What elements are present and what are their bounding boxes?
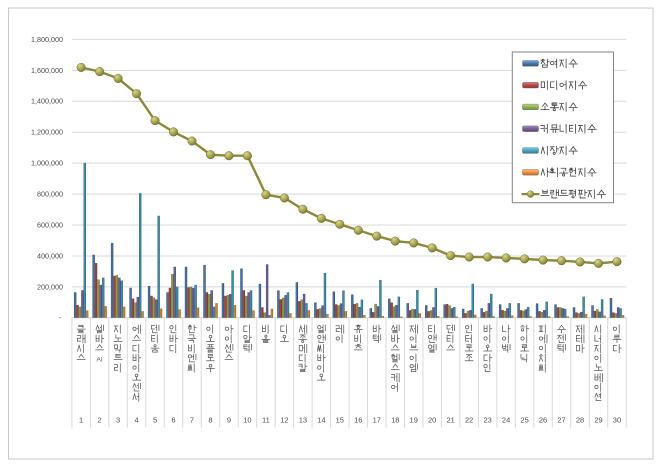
svg-text:30: 30: [613, 416, 621, 425]
svg-text:23: 23: [483, 416, 491, 425]
svg-text:17: 17: [373, 416, 381, 425]
svg-text:1,800,000: 1,800,000: [31, 35, 63, 44]
svg-text:1: 1: [79, 416, 83, 425]
svg-text:28: 28: [576, 416, 584, 425]
svg-text:10: 10: [243, 416, 251, 425]
svg-text:1,200,000: 1,200,000: [31, 128, 63, 137]
svg-text:8: 8: [208, 416, 212, 425]
svg-text:-: -: [59, 313, 62, 322]
svg-text:27: 27: [557, 416, 565, 425]
svg-text:1,600,000: 1,600,000: [31, 66, 63, 75]
svg-text:15: 15: [336, 416, 344, 425]
svg-text:14: 14: [317, 416, 325, 425]
svg-text:11: 11: [262, 416, 270, 425]
svg-text:26: 26: [539, 416, 547, 425]
svg-text:200,000: 200,000: [37, 282, 63, 291]
svg-text:25: 25: [520, 416, 528, 425]
svg-text:600,000: 600,000: [37, 220, 63, 229]
svg-text:20: 20: [428, 416, 436, 425]
svg-text:13: 13: [299, 416, 307, 425]
svg-text:7: 7: [190, 416, 194, 425]
svg-text:12: 12: [280, 416, 288, 425]
svg-text:1,400,000: 1,400,000: [31, 97, 63, 106]
svg-text:19: 19: [410, 416, 418, 425]
svg-text:3: 3: [116, 416, 120, 425]
svg-text:400,000: 400,000: [37, 251, 63, 260]
svg-text:22: 22: [465, 416, 473, 425]
svg-text:6: 6: [171, 416, 175, 425]
svg-text:2: 2: [98, 416, 102, 425]
svg-text:24: 24: [502, 416, 510, 425]
svg-text:18: 18: [391, 416, 399, 425]
svg-text:16: 16: [354, 416, 362, 425]
svg-text:29: 29: [594, 416, 602, 425]
svg-text:1,000,000: 1,000,000: [31, 159, 63, 168]
svg-text:4: 4: [134, 416, 138, 425]
svg-text:5: 5: [153, 416, 157, 425]
svg-text:9: 9: [227, 416, 231, 425]
svg-text:800,000: 800,000: [37, 190, 63, 199]
svg-text:AI: AI: [97, 356, 103, 363]
svg-text:21: 21: [446, 416, 454, 425]
